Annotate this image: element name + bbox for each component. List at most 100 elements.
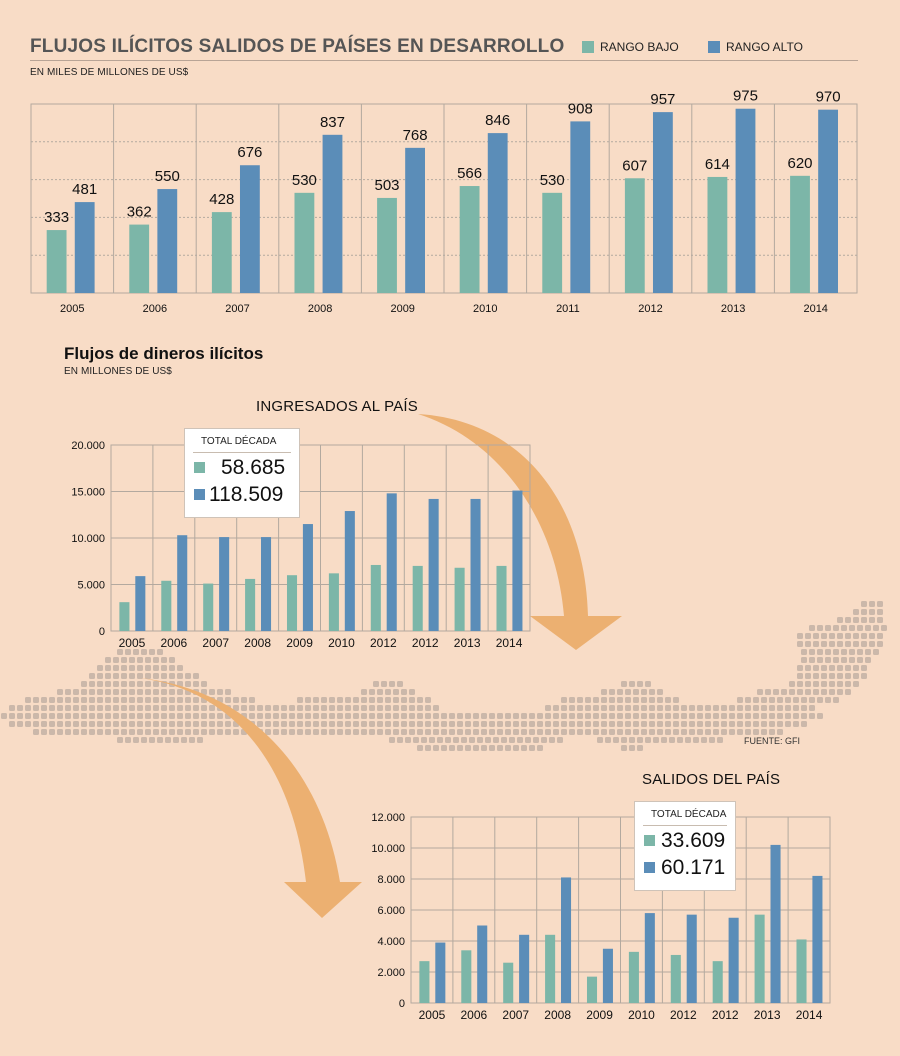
map-dot (121, 681, 127, 687)
map-dot (129, 697, 135, 703)
map-dot (161, 665, 167, 671)
bar-high (519, 934, 530, 1003)
map-dot (9, 721, 15, 727)
map-dot (497, 721, 503, 727)
map-dot (621, 745, 627, 751)
map-dot (121, 665, 127, 671)
map-dot (193, 681, 199, 687)
map-dot (137, 689, 143, 695)
map-dot (853, 617, 859, 623)
map-dot (281, 721, 287, 727)
map-dot (25, 697, 31, 703)
map-dot (861, 617, 867, 623)
bar-high (652, 112, 673, 293)
map-dot (553, 729, 559, 735)
map-dot (809, 657, 815, 663)
map-dot (153, 673, 159, 679)
map-dot (369, 729, 375, 735)
map-dot (313, 729, 319, 735)
map-dot (797, 665, 803, 671)
map-dot (81, 729, 87, 735)
map-dot (385, 729, 391, 735)
x-tick-label: 2012 (370, 636, 397, 650)
map-dot (561, 721, 567, 727)
map-dot (33, 729, 39, 735)
map-dot (369, 705, 375, 711)
map-dot (153, 681, 159, 687)
map-dot (105, 689, 111, 695)
map-dot (809, 697, 815, 703)
section2-unit: EN MILLONES DE US$ (64, 366, 172, 377)
bar-low (790, 175, 810, 293)
map-dot (97, 689, 103, 695)
map-dot (113, 729, 119, 735)
map-dot (845, 673, 851, 679)
map-dot (545, 721, 551, 727)
map-dot (97, 665, 103, 671)
map-dot (761, 697, 767, 703)
map-dot (609, 697, 615, 703)
map-dot (393, 705, 399, 711)
map-dot (805, 681, 811, 687)
map-dot (593, 713, 599, 719)
map-dot (1, 713, 7, 719)
map-dot (153, 705, 159, 711)
bar-high (135, 576, 146, 631)
map-dot (273, 729, 279, 735)
map-dot (689, 713, 695, 719)
map-dot (809, 649, 815, 655)
map-dot (137, 681, 143, 687)
map-dot (825, 657, 831, 663)
map-dot (717, 737, 723, 743)
map-dot (709, 737, 715, 743)
x-tick-label: 2008 (244, 636, 271, 650)
value-label-low: 362 (127, 204, 152, 221)
map-dot (145, 705, 151, 711)
map-dot (433, 729, 439, 735)
map-dot (697, 713, 703, 719)
map-dot (113, 705, 119, 711)
map-dot (361, 705, 367, 711)
map-dot (841, 657, 847, 663)
map-dot (113, 689, 119, 695)
map-dot (673, 729, 679, 735)
map-dot (669, 737, 675, 743)
map-dot (145, 729, 151, 735)
map-dot (329, 705, 335, 711)
map-dot (305, 713, 311, 719)
map-dot (697, 721, 703, 727)
map-dot (661, 737, 667, 743)
map-dot (121, 713, 127, 719)
map-dot (133, 649, 139, 655)
map-dot (633, 729, 639, 735)
map-dot (609, 713, 615, 719)
map-dot (329, 721, 335, 727)
map-dot (509, 737, 515, 743)
map-dot (265, 713, 271, 719)
map-dot (193, 697, 199, 703)
map-dot (833, 649, 839, 655)
map-dot (501, 737, 507, 743)
map-dot (425, 713, 431, 719)
map-dot (49, 721, 55, 727)
map-dot (561, 697, 567, 703)
map-dot (705, 705, 711, 711)
map-dot (81, 705, 87, 711)
map-dot (157, 649, 163, 655)
map-dot (593, 721, 599, 727)
map-dot (805, 633, 811, 639)
map-dot (389, 681, 395, 687)
map-dot (177, 721, 183, 727)
bar-high (818, 109, 839, 293)
bar-high (735, 108, 756, 293)
map-dot (617, 729, 623, 735)
map-dot (393, 689, 399, 695)
map-dot (649, 697, 655, 703)
map-dot (81, 697, 87, 703)
map-dot (25, 705, 31, 711)
map-dot (797, 681, 803, 687)
map-dot (845, 665, 851, 671)
map-dot (601, 729, 607, 735)
map-dot (793, 705, 799, 711)
bar-high (512, 490, 523, 631)
